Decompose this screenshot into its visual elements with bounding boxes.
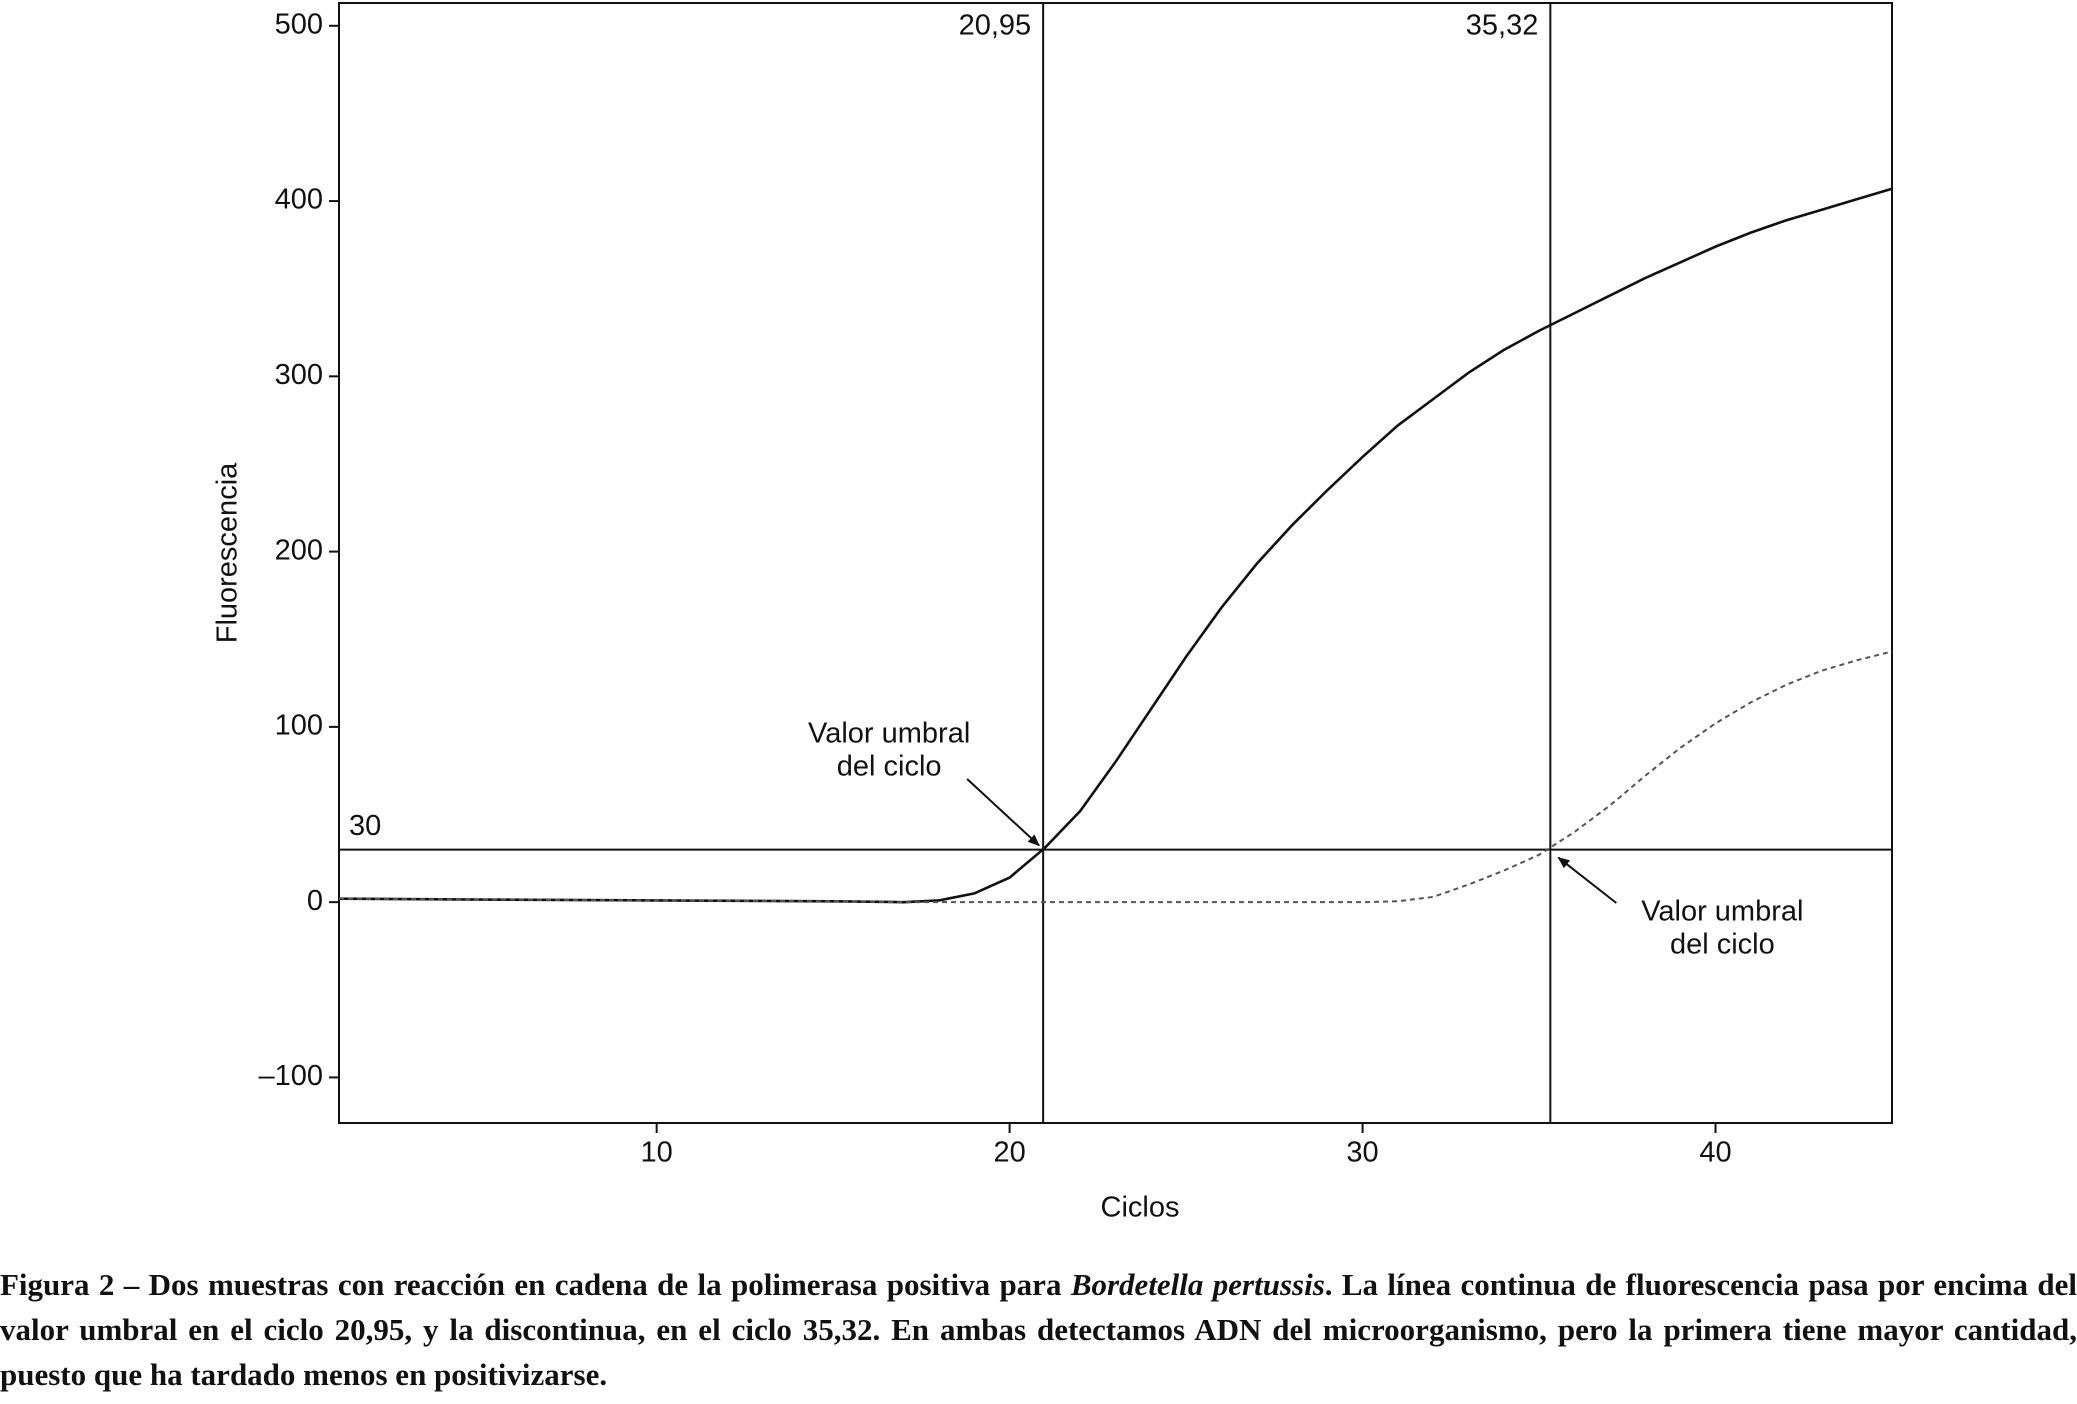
annotation-text: del ciclo <box>837 751 942 783</box>
y-tick-label: 100 <box>275 710 323 742</box>
chart: Ciclos Fluorescencia –100 0 100 200 300 400 50… <box>212 2 1893 1224</box>
data-line <box>338 650 1893 904</box>
x-tick-label: 40 <box>1699 1137 1731 1169</box>
x-tick-label: 30 <box>1346 1137 1378 1169</box>
y-tick-label: 200 <box>275 534 323 566</box>
annotation-text: Valor umbral <box>1641 896 1803 928</box>
annotation-arrow <box>1557 856 1617 904</box>
annotation-text: del ciclo <box>1670 929 1775 961</box>
figure-caption: Figura 2 – Dos muestras con reacción en … <box>0 1262 2077 1397</box>
y-tick-label: 400 <box>275 184 323 216</box>
cycle-threshold-label: 20,95 <box>959 10 1032 42</box>
cycle-threshold-label: 35,32 <box>1466 10 1539 42</box>
caption-text: . La línea continua de fluorescencia pas… <box>0 1267 2077 1392</box>
threshold-label: 30 <box>349 810 381 842</box>
y-tick-label: 500 <box>275 8 323 40</box>
plot-frame <box>338 2 1893 1124</box>
annotation-arrow <box>966 778 1040 847</box>
y-tick-label: –100 <box>258 1060 323 1092</box>
y-tick-label: 0 <box>307 885 323 917</box>
y-axis-label: Fluorescencia <box>212 462 244 643</box>
x-axis-label: Ciclos <box>1101 1192 1180 1224</box>
x-tick-label: 20 <box>993 1137 1025 1169</box>
data-line <box>338 187 1893 904</box>
annotation-text: Valor umbral <box>808 718 970 750</box>
caption-species: Bordetella pertussis <box>1070 1267 1325 1302</box>
caption-text: Figura 2 – Dos muestras con reacción en … <box>0 1267 1071 1302</box>
y-tick-label: 300 <box>275 359 323 391</box>
x-tick-label: 10 <box>641 1137 673 1169</box>
